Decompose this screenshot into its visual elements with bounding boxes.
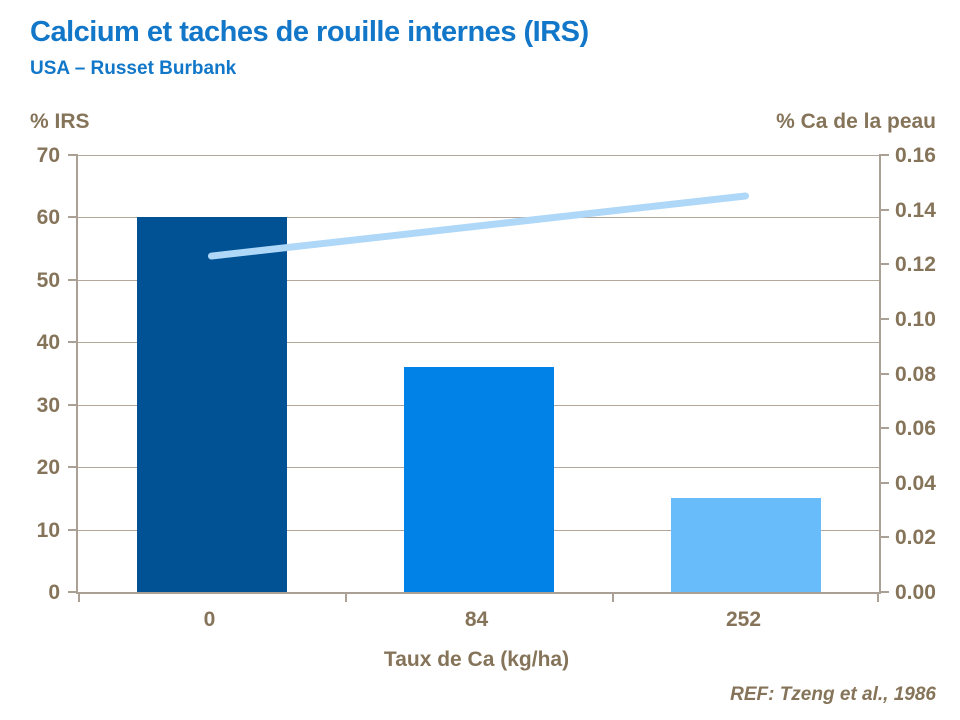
right-axis-tick-label: 0.12 — [895, 253, 936, 277]
left-axis-tick — [68, 591, 78, 593]
reference-citation: REF: Tzeng et al., 1986 — [730, 684, 936, 705]
left-axis-tick-label: 30 — [36, 393, 60, 417]
chart-subtitle: USA – Russet Burbank — [30, 58, 237, 79]
left-axis-tick — [68, 278, 78, 281]
left-axis-tick-label: 60 — [36, 206, 60, 230]
left-axis-tick-label: 20 — [36, 456, 60, 480]
left-axis-tick — [68, 528, 78, 531]
right-axis-unit-label: % Ca de la peau — [776, 110, 936, 133]
gridline — [78, 279, 879, 281]
right-axis-tick-label: 0.16 — [895, 144, 936, 167]
left-axis-tick-label: 40 — [36, 331, 60, 355]
right-axis-tick-label: 0.02 — [895, 526, 936, 550]
line-series — [208, 192, 749, 260]
x-category-label: 252 — [725, 608, 762, 631]
x-axis-title: Taux de Ca (kg/ha) — [383, 648, 570, 671]
gridline — [78, 217, 879, 219]
right-axis-tick-label: 0.10 — [895, 307, 936, 331]
bar — [403, 367, 554, 592]
x-axis-tick — [78, 592, 80, 602]
right-axis-tick — [879, 317, 889, 320]
x-axis-tick — [345, 592, 347, 602]
x-axis-tick — [877, 592, 879, 602]
right-axis-tick-label: 0.06 — [895, 417, 936, 441]
x-category-label: 84 — [464, 608, 489, 631]
right-axis-tick — [879, 481, 889, 484]
left-axis-tick — [68, 466, 78, 469]
right-axis-tick — [879, 591, 889, 593]
right-axis-tick — [879, 208, 889, 211]
bar — [670, 498, 821, 592]
right-axis-tick-label: 0.00 — [895, 581, 936, 604]
gridline — [78, 342, 879, 344]
line-path — [208, 192, 749, 260]
chart-title: Calcium et taches de rouille internes (I… — [30, 16, 589, 48]
right-axis-tick — [879, 536, 889, 539]
right-axis-tick — [879, 372, 889, 375]
left-axis-tick — [68, 216, 78, 219]
left-axis-tick — [68, 403, 78, 406]
left-axis-tick — [68, 154, 78, 156]
right-axis-tick-label: 0.08 — [895, 362, 936, 386]
x-axis-tick — [612, 592, 614, 602]
right-axis-tick — [879, 427, 889, 430]
left-axis-tick — [68, 341, 78, 344]
left-axis-unit-label: % IRS — [30, 110, 90, 133]
left-axis-tick-label: 0 — [48, 581, 60, 604]
right-axis-tick — [879, 263, 889, 266]
left-axis-tick-label: 70 — [36, 144, 60, 167]
gridline — [78, 155, 879, 156]
right-axis-tick-label: 0.04 — [895, 471, 936, 495]
bar — [136, 217, 287, 592]
left-axis-tick-label: 50 — [36, 268, 60, 292]
plot-area — [68, 154, 889, 602]
right-axis-tick-label: 0.14 — [895, 198, 936, 222]
x-category-label: 0 — [203, 608, 216, 631]
left-axis-tick-label: 10 — [36, 518, 60, 542]
right-axis-tick — [879, 154, 889, 156]
